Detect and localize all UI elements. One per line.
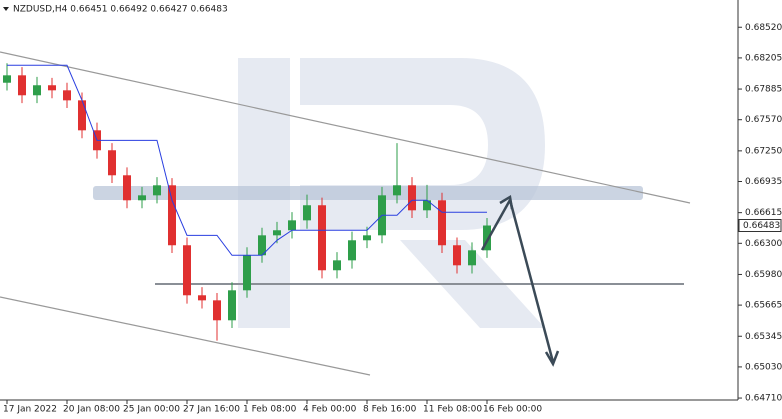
chart-title: NZDUSD,H4 0.66451 0.66492 0.66427 0.6648…: [13, 5, 228, 15]
y-tick-label: 0.66300: [745, 239, 782, 249]
x-tick-label: 20 Jan 08:00: [63, 405, 120, 415]
candle-body: [63, 90, 71, 101]
last-price-label: 0.66483: [743, 221, 780, 231]
x-tick-label: 1 Feb 08:00: [243, 405, 297, 415]
y-tick-label: 0.68520: [745, 23, 782, 33]
candle-body: [468, 250, 476, 266]
candle-body: [228, 290, 236, 321]
y-tick-label: 0.67570: [745, 115, 782, 125]
x-tick-label: 17 Jan 2022: [3, 405, 57, 415]
y-tick-label: 0.65030: [745, 362, 782, 372]
candle-body: [153, 185, 161, 196]
menu-triangle: [3, 7, 9, 11]
candle-body: [423, 200, 431, 211]
candle-body: [243, 255, 251, 291]
candle-body: [108, 150, 116, 176]
candle-body: [168, 185, 176, 246]
x-tick-label: 11 Feb 08:00: [423, 405, 482, 415]
candle-body: [138, 195, 146, 201]
candle-body: [33, 85, 41, 96]
candle-body: [273, 230, 281, 236]
candle-body: [258, 235, 266, 256]
y-tick-label: 0.65980: [745, 270, 782, 280]
candle-body: [348, 240, 356, 261]
candle-body: [483, 225, 491, 251]
candle-body: [183, 245, 191, 296]
y-tick-label: 0.64710: [745, 394, 782, 404]
y-tick-label: 0.67250: [745, 146, 782, 156]
resistance-zone: [93, 186, 643, 200]
candle-body: [78, 100, 86, 131]
kijun-line: [7, 64, 487, 256]
candle-body: [453, 245, 461, 266]
candle-body: [318, 205, 326, 271]
x-tick-label: 25 Jan 00:00: [123, 405, 180, 415]
candle-body: [438, 200, 446, 246]
y-tick-label: 0.66935: [745, 177, 782, 187]
candle-body: [363, 235, 371, 241]
candle-body: [393, 185, 401, 196]
trend-line: [0, 296, 371, 376]
last-price-tag: [738, 218, 782, 232]
forecast-arrows: [480, 194, 560, 367]
x-tick-label: 16 Feb 00:00: [483, 405, 542, 415]
candle-body: [288, 220, 296, 231]
candle-body: [303, 205, 311, 221]
x-tick-label: 8 Feb 16:00: [363, 405, 417, 415]
candle-body: [123, 175, 131, 201]
candle-body: [213, 300, 221, 321]
candle-body: [18, 75, 26, 96]
y-tick-label: 0.65345: [745, 332, 782, 342]
x-tick-label: 4 Feb 00:00: [303, 405, 357, 415]
candle-body: [48, 85, 56, 91]
y-tick-label: 0.68205: [745, 53, 782, 63]
candle-body: [333, 260, 341, 271]
x-tick-label: 27 Jan 16:00: [183, 405, 240, 415]
y-tick-label: 0.67885: [745, 85, 782, 95]
y-tick-label: 0.65665: [745, 301, 782, 311]
y-tick-label: 0.66615: [745, 208, 782, 218]
trend-line: [0, 51, 691, 204]
candle-body: [408, 185, 416, 211]
candle-body: [198, 295, 206, 301]
candle-body: [3, 75, 11, 83]
